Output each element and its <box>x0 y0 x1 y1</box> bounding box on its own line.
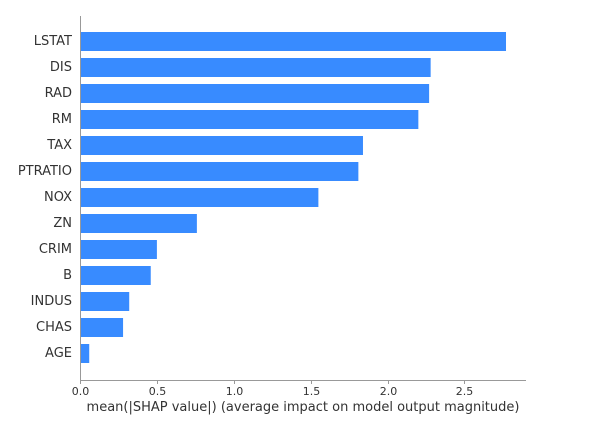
y-tick-label: CHAS <box>36 320 72 335</box>
x-tick-label: 0.0 <box>72 385 90 398</box>
bars-layer <box>80 32 507 363</box>
x-tick-label: 2.5 <box>456 385 474 398</box>
x-axis-label: mean(|SHAP value|) (average impact on mo… <box>87 400 520 415</box>
bar-age <box>80 344 90 363</box>
bar-crim <box>80 240 157 259</box>
y-tick-label: NOX <box>44 190 72 205</box>
bar-ptratio <box>80 162 359 181</box>
bar-tax <box>80 136 363 155</box>
y-tick-label: ZN <box>53 216 72 231</box>
y-tick-label: RAD <box>45 86 72 101</box>
y-axis: LSTAT DIS RAD RM TAX PTRATIO NOX ZN CRIM B INDUS CH… <box>18 16 81 380</box>
bar-rm <box>80 110 419 129</box>
bar-lstat <box>80 32 507 51</box>
x-axis: 0.0 0.5 1.0 1.5 2.0 2.5 <box>72 380 526 398</box>
x-tick-label: 2.0 <box>380 385 398 398</box>
bar-zn <box>80 214 197 233</box>
y-tick-label: TAX <box>46 138 72 153</box>
x-tick-label: 1.5 <box>303 385 321 398</box>
y-tick-label: AGE <box>45 346 72 361</box>
bar-indus <box>80 292 130 311</box>
y-tick-label: DIS <box>50 60 72 75</box>
y-tick-label: CRIM <box>39 242 72 257</box>
bar-nox <box>80 188 319 207</box>
bar-chas <box>80 318 124 337</box>
x-tick-label: 1.0 <box>226 385 244 398</box>
y-tick-label: PTRATIO <box>18 164 72 179</box>
bar-dis <box>80 58 431 77</box>
y-tick-label: INDUS <box>31 294 72 309</box>
y-tick-label: B <box>63 268 72 283</box>
x-tick-label: 0.5 <box>149 385 167 398</box>
bar-b <box>80 266 151 285</box>
bar-rad <box>80 84 430 103</box>
y-tick-label: RM <box>52 112 72 127</box>
y-tick-label: LSTAT <box>34 34 72 49</box>
